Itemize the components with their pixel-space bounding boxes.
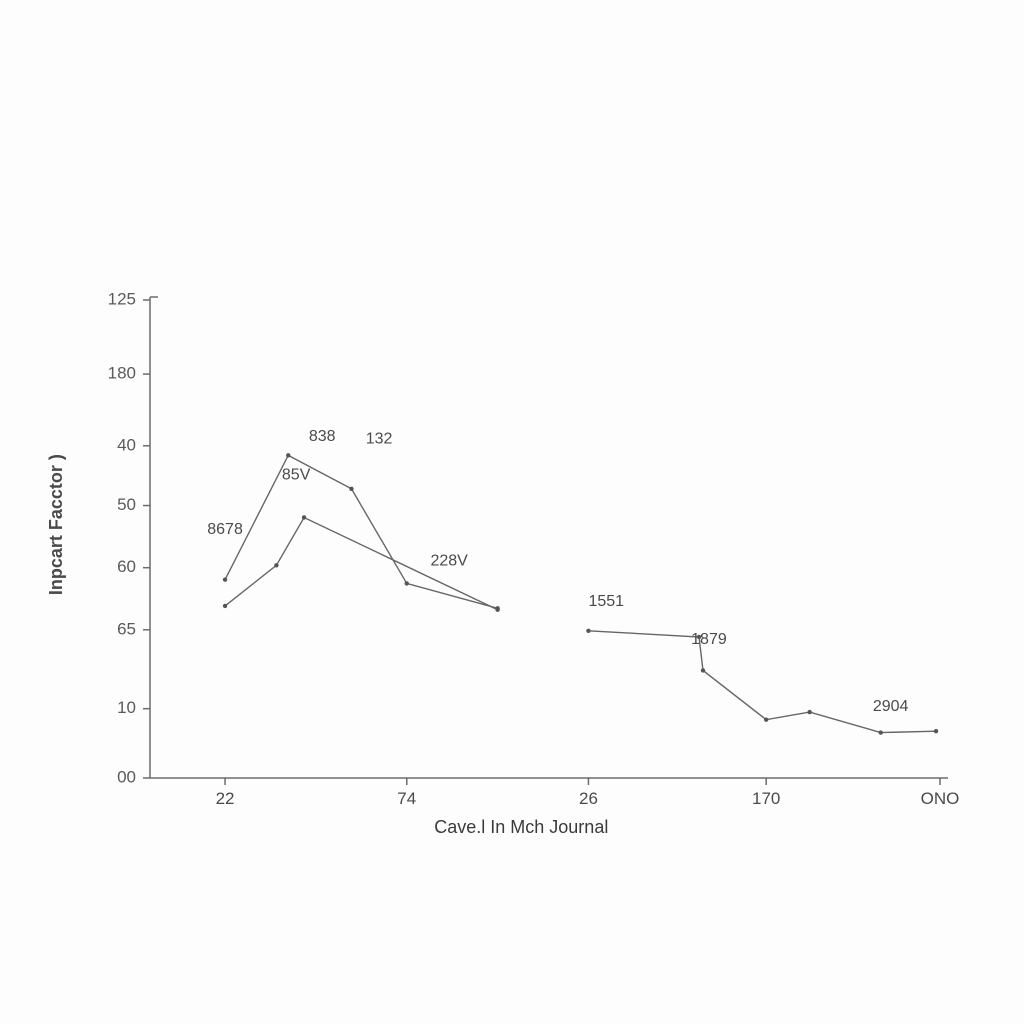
x-tick-label: 170 [752, 789, 780, 808]
series-marker-upper [286, 453, 290, 457]
x-tick-label: 26 [579, 789, 598, 808]
series-marker-upper [349, 487, 353, 491]
y-tick-label: 00 [117, 767, 136, 786]
series-marker-lower [764, 717, 768, 721]
data-label: 132 [366, 430, 393, 447]
y-tick-label: 60 [117, 557, 136, 576]
series-marker-lower [586, 629, 590, 633]
chart-container: 125 180 40 50 60 65 10 00 22 74 26 170 ONO 8678 85V 838… [0, 0, 1024, 1024]
series-marker-lower [302, 515, 306, 519]
y-tick-label: 50 [117, 495, 136, 514]
data-label: 1551 [588, 593, 624, 610]
y-tick-label: 125 [108, 289, 136, 308]
x-tick-label: 74 [397, 789, 416, 808]
y-tick-label: 40 [117, 435, 136, 454]
y-tick-label: 10 [117, 698, 136, 717]
x-axis-label: Cave.l In Mch Journal [434, 817, 608, 837]
data-label: 8678 [207, 521, 243, 538]
series-marker-lower [223, 604, 227, 608]
series-marker-lower [807, 710, 811, 714]
chart-background [0, 0, 1024, 1024]
series-marker-lower [274, 563, 278, 567]
series-marker-lower [495, 608, 499, 612]
series-marker-lower [934, 729, 938, 733]
x-tick-label: 22 [216, 789, 235, 808]
data-label: 85V [282, 466, 311, 483]
data-label: 228V [430, 552, 468, 569]
line-chart: 125 180 40 50 60 65 10 00 22 74 26 170 ONO 8678 85V 838… [0, 0, 1024, 1024]
x-tick-label: ONO [921, 789, 960, 808]
y-tick-label: 180 [108, 364, 136, 383]
y-tick-label: 65 [117, 619, 136, 638]
data-label: 838 [309, 428, 336, 445]
series-marker-lower [879, 730, 883, 734]
series-marker-upper [405, 581, 409, 585]
series-marker-lower [701, 668, 705, 672]
y-axis-label: Inpcart Facctor ) [46, 454, 66, 595]
data-label: 2904 [873, 698, 909, 715]
data-label: 1879 [691, 631, 727, 648]
series-marker-upper [223, 577, 227, 581]
